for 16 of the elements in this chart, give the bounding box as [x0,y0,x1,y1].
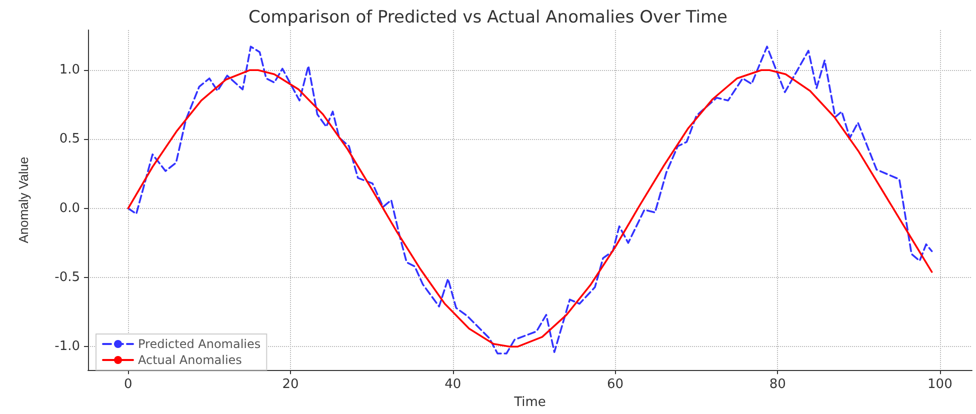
y-tick-label: 1.0 [59,62,80,78]
y-axis-title: Anomaly Value [16,156,31,244]
x-tick-label: 100 [928,377,952,392]
x-tick-label: 20 [282,377,299,392]
x-tick-label: 40 [444,377,462,392]
chart-title: Comparison of Predicted vs Actual Anomalies Over Time [248,8,728,28]
x-tick-label: 0 [124,377,132,392]
legend-label: Predicted Anomalies [138,337,261,351]
x-tick-label: 80 [769,377,786,392]
y-tick-label: 0.0 [59,200,80,216]
y-tick-label: -1.0 [54,339,80,354]
y-tick-label: 0.5 [59,132,80,147]
y-tick-label: -0.5 [54,270,80,285]
legend-label: Actual Anomalies [138,353,242,367]
x-tick-label: 60 [606,377,624,392]
x-axis-title: Time [513,395,546,410]
